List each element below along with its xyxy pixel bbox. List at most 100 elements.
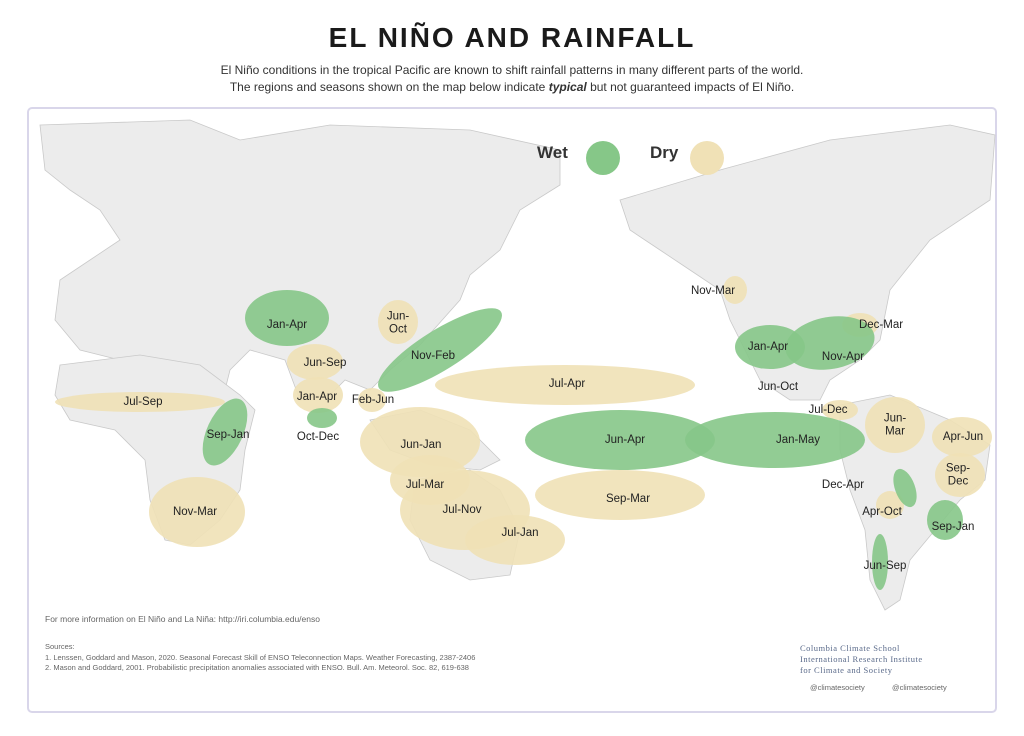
legend-label: Wet: [537, 143, 568, 162]
region-label: Jun-Sep: [304, 357, 347, 369]
label-line: Nov-Feb: [411, 350, 455, 362]
region-label: Jun-Sep: [864, 560, 907, 572]
region-label: Sep-Mar: [606, 493, 650, 505]
dry-area: [378, 300, 418, 344]
region-label: Apr-Jun: [943, 431, 983, 443]
wet-area: [378, 308, 502, 392]
wet-area: [685, 412, 865, 468]
dry-area: [842, 313, 878, 337]
region-label: Jun-Jan: [401, 439, 442, 451]
credit: International Research Institute: [800, 654, 923, 664]
region-label: Sep-Jan: [207, 429, 250, 441]
label-line: Sep-: [946, 463, 970, 475]
label-line: Jul-Jan: [501, 527, 538, 539]
eurasia: [39, 119, 561, 401]
label-line: Jun-Sep: [304, 357, 347, 369]
region-label: Nov-Mar: [173, 506, 217, 518]
label-line: Feb-Jun: [352, 394, 394, 406]
label-line: Nov-Apr: [822, 351, 864, 363]
region-label: Jul-Mar: [406, 479, 445, 491]
region-label: Oct-Dec: [297, 431, 339, 443]
label-line: Jun-Sep: [864, 560, 907, 572]
label-line: Jul-Mar: [406, 479, 445, 491]
label-line: Dec-Mar: [859, 319, 903, 331]
subtitle-text: The regions and seasons shown on the map…: [229, 80, 546, 94]
subtitle-text: but not guaranteed impacts of El Niño.: [590, 80, 795, 94]
subtitle-emphasis: typical: [548, 80, 587, 94]
region-label: Nov-Mar: [691, 285, 735, 297]
label-line: Mar: [885, 426, 905, 438]
source: 1. Lenssen, Goddard and Mason, 2020. Sea…: [45, 653, 475, 662]
label-line: Jul-Nov: [443, 504, 482, 516]
subtitle: The regions and seasons shown on the map…: [0, 80, 1024, 94]
subtitle: El Niño conditions in the tropical Pacif…: [220, 63, 804, 77]
region-label: Dec-Apr: [822, 479, 864, 491]
dry-area: [935, 453, 985, 497]
region-label: Jul-Apr: [549, 378, 586, 390]
regions: [55, 276, 992, 590]
wet-area: [872, 534, 888, 590]
dry-area: [287, 344, 343, 380]
dry-area: [293, 377, 343, 413]
credit: for Climate and Society: [800, 665, 893, 675]
label-line: Jan-Apr: [297, 391, 337, 403]
label-line: Jul-Apr: [549, 378, 586, 390]
region-label: Nov-Apr: [822, 351, 864, 363]
legend-swatch: [690, 141, 724, 175]
wet-area: [785, 316, 875, 370]
wet-area: [927, 500, 963, 540]
wet-area: [735, 325, 805, 369]
social: @climatesociety: [810, 683, 865, 692]
label-line: Jan-Apr: [267, 319, 307, 331]
region-label: Jul-Dec: [809, 404, 848, 416]
region-label: Jul-Jan: [501, 527, 538, 539]
label-line: Oct-Dec: [297, 431, 339, 443]
dry-area: [55, 392, 225, 412]
label-line: Oct: [389, 324, 408, 336]
dry-area: [435, 365, 695, 405]
label-line: Sep-Jan: [207, 429, 250, 441]
region-label: Jul-Sep: [124, 396, 163, 408]
label-line: Sep-Jan: [932, 521, 975, 533]
region-label: Jan-Apr: [267, 319, 307, 331]
wet-area: [893, 468, 917, 508]
north-america: [619, 124, 996, 401]
info-link: For more information on El Niño and La N…: [45, 614, 320, 624]
dry-area: [400, 470, 530, 550]
dry-area: [358, 388, 386, 412]
dry-area: [865, 397, 925, 453]
africa: [54, 354, 256, 546]
region-label: Jun-Mar: [884, 413, 907, 438]
source: 2. Mason and Goddard, 2001. Probabilisti…: [45, 663, 469, 672]
dry-area: [822, 400, 858, 420]
label-line: Nov-Mar: [173, 506, 217, 518]
region-label: Jul-Nov: [443, 504, 482, 516]
label-line: Nov-Mar: [691, 285, 735, 297]
dry-area: [390, 455, 470, 505]
wet-area: [525, 410, 715, 470]
label-line: Apr-Jun: [943, 431, 983, 443]
dry-area: [932, 417, 992, 457]
sources-heading: Sources:: [45, 642, 75, 651]
region-label: Jan-Apr: [748, 341, 788, 353]
label-line: Jan-Apr: [748, 341, 788, 353]
label-line: Dec-Apr: [822, 479, 864, 491]
south-america: [839, 394, 991, 611]
map-frame: [27, 107, 997, 713]
label-line: Jun-Oct: [758, 381, 799, 393]
region-label: Apr-Oct: [862, 506, 902, 518]
label-line: Jun-Apr: [605, 434, 645, 446]
dry-area: [465, 515, 565, 565]
dry-area: [535, 470, 705, 520]
label-line: Jun-: [884, 413, 907, 425]
legend-label: Dry: [650, 143, 679, 162]
wet-area: [307, 408, 337, 428]
legend-swatch: [586, 141, 620, 175]
label-line: Apr-Oct: [862, 506, 902, 518]
label-line: Jul-Sep: [124, 396, 163, 408]
region-label: Nov-Feb: [411, 350, 455, 362]
credit: Columbia Climate School: [800, 643, 900, 653]
